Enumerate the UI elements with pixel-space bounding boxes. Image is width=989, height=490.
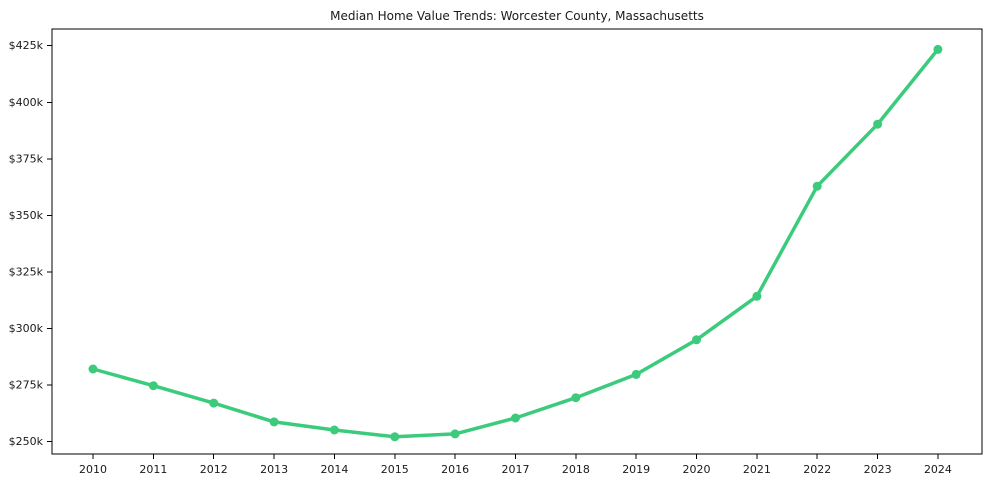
x-axis-tick-label: 2012 (200, 463, 228, 476)
y-axis-tick-label: $275k (9, 379, 44, 392)
y-axis-tick-label: $350k (9, 209, 44, 222)
plot-area: $250k $275k $300k $325k $350k $375k $400k $425k… (9, 28, 983, 476)
data-point-2019 (631, 369, 641, 379)
data-point-2018 (571, 393, 581, 403)
x-axis-tick-label: 2023 (864, 463, 892, 476)
data-point-2020 (692, 335, 701, 345)
data-point-2014 (329, 425, 339, 435)
y-axis-tick-label: $375k (9, 152, 44, 165)
data-point-2011 (148, 381, 158, 391)
y-axis-tick-label: $300k (9, 322, 44, 335)
y-axis-tick-label: $325k (9, 265, 44, 278)
data-point-2022 (812, 181, 822, 191)
x-axis-tick-label: 2016 (441, 463, 469, 476)
x-axis-tick-label: 2024 (924, 463, 952, 476)
x-axis-tick-label: 2019 (622, 463, 650, 476)
x-axis-tick-label: 2020 (683, 463, 711, 476)
x-axis-tick-label: 2010 (79, 463, 107, 476)
y-axis-tick-label: $400k (9, 96, 44, 109)
data-point-2012 (209, 398, 219, 408)
x-axis-tick-label: 2014 (320, 463, 348, 476)
data-point-2023 (873, 119, 883, 129)
trend-line (91, 47, 940, 439)
x-axis-tick-label: 2013 (260, 463, 288, 476)
data-point-2024 (933, 44, 943, 54)
data-point-2013 (269, 417, 279, 427)
x-axis-tick-label: 2021 (743, 463, 771, 476)
data-point-2016 (450, 429, 460, 439)
plot-border (51, 28, 983, 455)
data-point-2010 (88, 364, 98, 374)
x-axis-tick-label: 2022 (803, 463, 831, 476)
x-axis-tick-label: 2017 (501, 463, 529, 476)
x-axis-tick-label: 2015 (381, 463, 409, 476)
chart-title: Median Home Value Trends: Worcester Coun… (330, 9, 704, 23)
x-axis-tick-label: 2018 (562, 463, 590, 476)
x-axis-tick-label: 2011 (139, 463, 167, 476)
y-axis-tick-label: $425k (9, 39, 44, 52)
data-point-2017 (511, 413, 520, 423)
data-point-2021 (752, 291, 762, 301)
y-axis-tick-label: $250k (9, 435, 44, 448)
data-point-2015 (390, 432, 400, 442)
